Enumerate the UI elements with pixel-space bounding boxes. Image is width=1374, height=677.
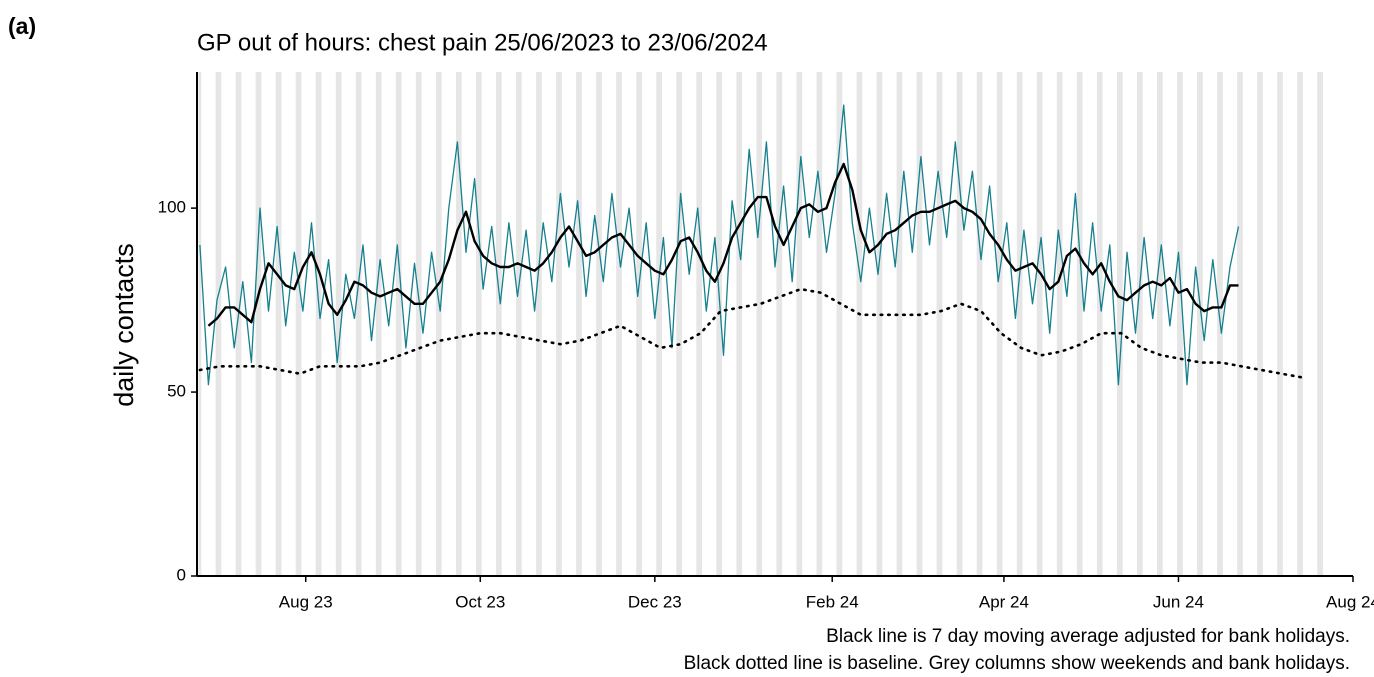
x-tick-label: Aug 24 [1326, 592, 1374, 611]
weekend-column [596, 72, 602, 576]
data-line [199, 104, 1240, 386]
weekend-column [1036, 72, 1043, 576]
weekend-column [335, 72, 342, 576]
weekend-column [1136, 72, 1143, 576]
weekend-column [896, 72, 903, 576]
footnote: Black line is 7 day moving average adjus… [826, 626, 1350, 647]
y-tick-label: 100 [158, 198, 186, 217]
weekend-column [1237, 72, 1243, 576]
weekend-column [876, 72, 883, 576]
weekend-column [235, 72, 242, 576]
x-tick-label: Oct 23 [455, 592, 505, 611]
weekend-column [576, 72, 582, 576]
y-axis-label: daily contacts [109, 243, 139, 407]
weekend-column [1096, 72, 1103, 576]
weekend-column [556, 72, 562, 576]
weekend-column [516, 72, 522, 576]
weekend-column [536, 72, 542, 576]
weekend-column [976, 72, 983, 576]
weekend-column [996, 72, 1003, 576]
weekend-column [395, 72, 402, 576]
weekend-column [496, 72, 502, 576]
y-tick-label: 50 [167, 382, 186, 401]
weekend-column [315, 72, 322, 576]
weekend-column [676, 72, 683, 576]
x-tick-label: Apr 24 [979, 592, 1029, 611]
weekend-column [255, 72, 262, 576]
x-tick-label: Aug 23 [279, 592, 333, 611]
data-line [207, 162, 1239, 327]
weekend-column [816, 72, 823, 576]
weekend-column [1197, 72, 1203, 576]
weekend-column [736, 72, 743, 576]
weekend-column [1156, 72, 1163, 576]
weekend-column [756, 72, 763, 576]
baseline-line [198, 287, 1303, 379]
weekend-column [455, 72, 462, 576]
footnote: Black dotted line is baseline. Grey colu… [684, 653, 1350, 674]
weekend-column [355, 72, 362, 576]
weekend-column [836, 72, 843, 576]
weekend-column [415, 72, 422, 576]
weekend-column [475, 72, 482, 576]
weekend-column [1317, 72, 1323, 576]
panel-label: (a) [8, 13, 36, 39]
weekend-column [1056, 72, 1063, 576]
weekend-column [716, 72, 723, 576]
weekend-column [375, 72, 382, 576]
weekend-column [1277, 72, 1283, 576]
weekend-column [616, 72, 622, 576]
weekend-column [215, 72, 222, 576]
weekend-column [198, 72, 202, 576]
weekend-column [1076, 72, 1083, 576]
chart-title: GP out of hours: chest pain 25/06/2023 t… [197, 29, 768, 56]
weekend-column [936, 72, 943, 576]
weekend-column [1016, 72, 1023, 576]
weekend-columns [198, 72, 1323, 576]
y-tick-label: 0 [177, 565, 186, 584]
weekend-column [435, 72, 442, 576]
weekend-column [1297, 72, 1303, 576]
weekend-column [856, 72, 863, 576]
weekend-column [796, 72, 803, 576]
x-tick-label: Jun 24 [1153, 592, 1204, 611]
weekend-column [916, 72, 923, 576]
weekend-column [275, 72, 282, 576]
x-tick-label: Feb 24 [806, 592, 859, 611]
weekend-column [656, 72, 662, 576]
weekend-column [776, 72, 783, 576]
weekend-column [295, 72, 302, 576]
x-tick-label: Dec 23 [628, 592, 682, 611]
weekend-column [1116, 72, 1123, 576]
weekend-column [1177, 72, 1183, 576]
weekend-column [956, 72, 963, 576]
weekend-column [636, 72, 642, 576]
weekend-column [1257, 72, 1263, 576]
weekend-column [696, 72, 703, 576]
